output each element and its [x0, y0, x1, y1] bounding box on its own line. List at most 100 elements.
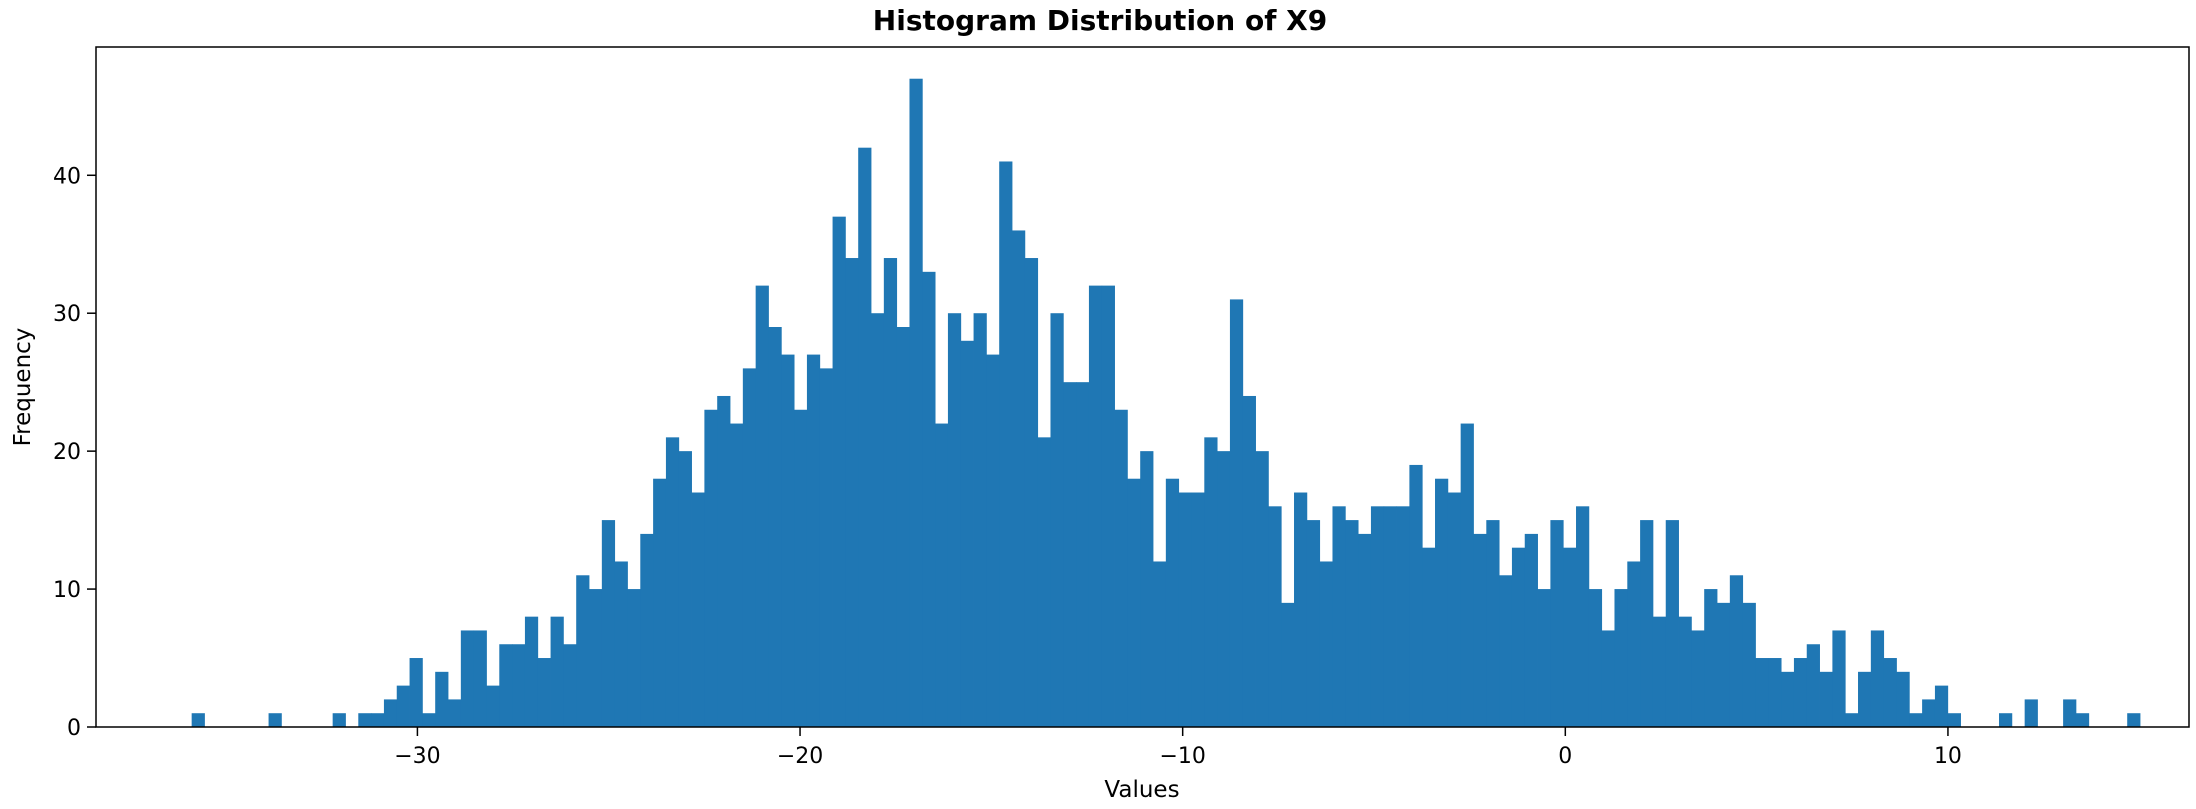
x-tick-label: −10	[1159, 744, 1205, 769]
histogram-bar	[1140, 451, 1154, 727]
histogram-bar	[1691, 630, 1705, 727]
plot-frame	[95, 46, 2190, 728]
histogram-bar	[819, 368, 833, 727]
histogram-bar	[1576, 506, 1590, 727]
histogram-bar	[1640, 520, 1654, 727]
histogram-bar	[537, 658, 551, 727]
histogram-bar	[332, 713, 346, 727]
histogram-bar	[1114, 409, 1128, 727]
histogram-bar	[1242, 395, 1256, 727]
histogram-bar	[1345, 520, 1359, 727]
histogram-bar	[935, 423, 949, 727]
histogram-bar	[806, 354, 821, 727]
y-axis-label: Frequency	[10, 328, 36, 447]
y-axis-ticks: 0 10 20 30 40	[53, 164, 96, 741]
histogram-bar	[1422, 547, 1436, 727]
histogram-bar	[2127, 713, 2141, 727]
y-tick-label: 0	[67, 716, 81, 741]
histogram-bar	[371, 713, 385, 727]
histogram-bar	[1088, 285, 1103, 727]
histogram-bar	[1217, 451, 1231, 727]
histogram-bar	[499, 644, 513, 727]
histogram-bar	[1832, 630, 1846, 727]
histogram-bar	[1294, 492, 1308, 727]
histogram-bar	[1191, 492, 1205, 727]
x-tick-label: 0	[1558, 744, 1572, 769]
histogram-bar	[1165, 478, 1180, 727]
histogram-bar	[358, 713, 372, 727]
histogram-bar	[601, 520, 616, 727]
x-tick-label: −20	[777, 744, 823, 769]
histogram-bar	[883, 258, 898, 727]
histogram-bar	[947, 313, 962, 727]
histogram-bar	[550, 616, 564, 727]
histogram-bar	[1012, 230, 1026, 727]
histogram-bar	[1537, 589, 1551, 727]
y-tick-label: 20	[53, 440, 81, 465]
histogram-bar	[435, 671, 449, 727]
histogram-bar	[614, 561, 628, 727]
x-tick-label: 10	[1934, 744, 1962, 769]
histogram-bar	[1909, 713, 1923, 727]
histogram-bar	[896, 327, 910, 727]
histogram-bar	[1204, 437, 1218, 727]
histogram-bar	[2024, 699, 2038, 727]
histogram-bar	[409, 658, 423, 727]
histogram-bar	[1460, 423, 1474, 727]
histogram-bar	[1563, 547, 1577, 727]
histogram-bar	[640, 533, 654, 727]
histogram-bar	[691, 492, 705, 727]
x-axis-label: Values	[1104, 777, 1179, 803]
histogram-bar	[1050, 313, 1064, 727]
histogram-bar	[653, 478, 667, 727]
histogram-bar	[794, 409, 808, 727]
histogram-bar	[1178, 492, 1192, 727]
histogram-bar	[1768, 658, 1782, 727]
x-axis-ticks: −30 −20 −10 0 10	[394, 727, 1962, 769]
histogram-bar	[742, 368, 757, 727]
histogram-bar	[2075, 713, 2090, 727]
histogram-bar	[524, 616, 539, 727]
histogram-bar	[1229, 299, 1244, 727]
histogram-bar	[1806, 644, 1820, 727]
histogram-bar	[1499, 575, 1513, 727]
histogram-bar	[1319, 561, 1333, 727]
histogram-bar	[1153, 561, 1167, 727]
histogram-bar	[960, 340, 974, 727]
histogram-bar	[665, 437, 680, 727]
histogram-bar	[1306, 520, 1321, 727]
histogram-bar	[1588, 589, 1603, 727]
histogram-bar	[858, 147, 872, 727]
histogram-bar	[1447, 492, 1462, 727]
histogram-bar	[768, 327, 782, 727]
histogram-bar	[730, 423, 744, 727]
histogram-bar	[704, 409, 718, 727]
x-tick-label: −30	[394, 744, 440, 769]
histogram-bar	[845, 258, 859, 727]
histogram-bar	[1268, 506, 1282, 727]
histogram-bar	[1435, 478, 1449, 727]
histogram-bar	[1281, 602, 1295, 727]
y-tick-label: 10	[53, 578, 81, 603]
histogram-bar	[1883, 658, 1897, 727]
histogram-bar	[1486, 520, 1500, 727]
histogram-bar	[1383, 506, 1397, 727]
y-tick-label: 40	[53, 164, 81, 189]
histogram-bar	[2063, 699, 2077, 727]
histogram-bar	[448, 699, 462, 727]
histogram-bars	[191, 78, 2141, 728]
histogram-bar	[1601, 630, 1615, 727]
histogram-bar	[1999, 713, 2013, 727]
histogram-bar	[1524, 533, 1538, 727]
histogram-bar	[1473, 533, 1487, 727]
histogram-bar	[1358, 533, 1372, 727]
histogram-bar	[1063, 382, 1077, 727]
histogram-bar	[1332, 506, 1346, 727]
histogram-bar	[486, 685, 500, 727]
histogram-bar	[1550, 520, 1564, 727]
histogram-bar	[1076, 382, 1090, 727]
histogram-bar	[473, 630, 487, 727]
histogram-bar	[1870, 630, 1885, 727]
histogram-bar	[1370, 506, 1385, 727]
histogram-bar	[999, 161, 1013, 728]
